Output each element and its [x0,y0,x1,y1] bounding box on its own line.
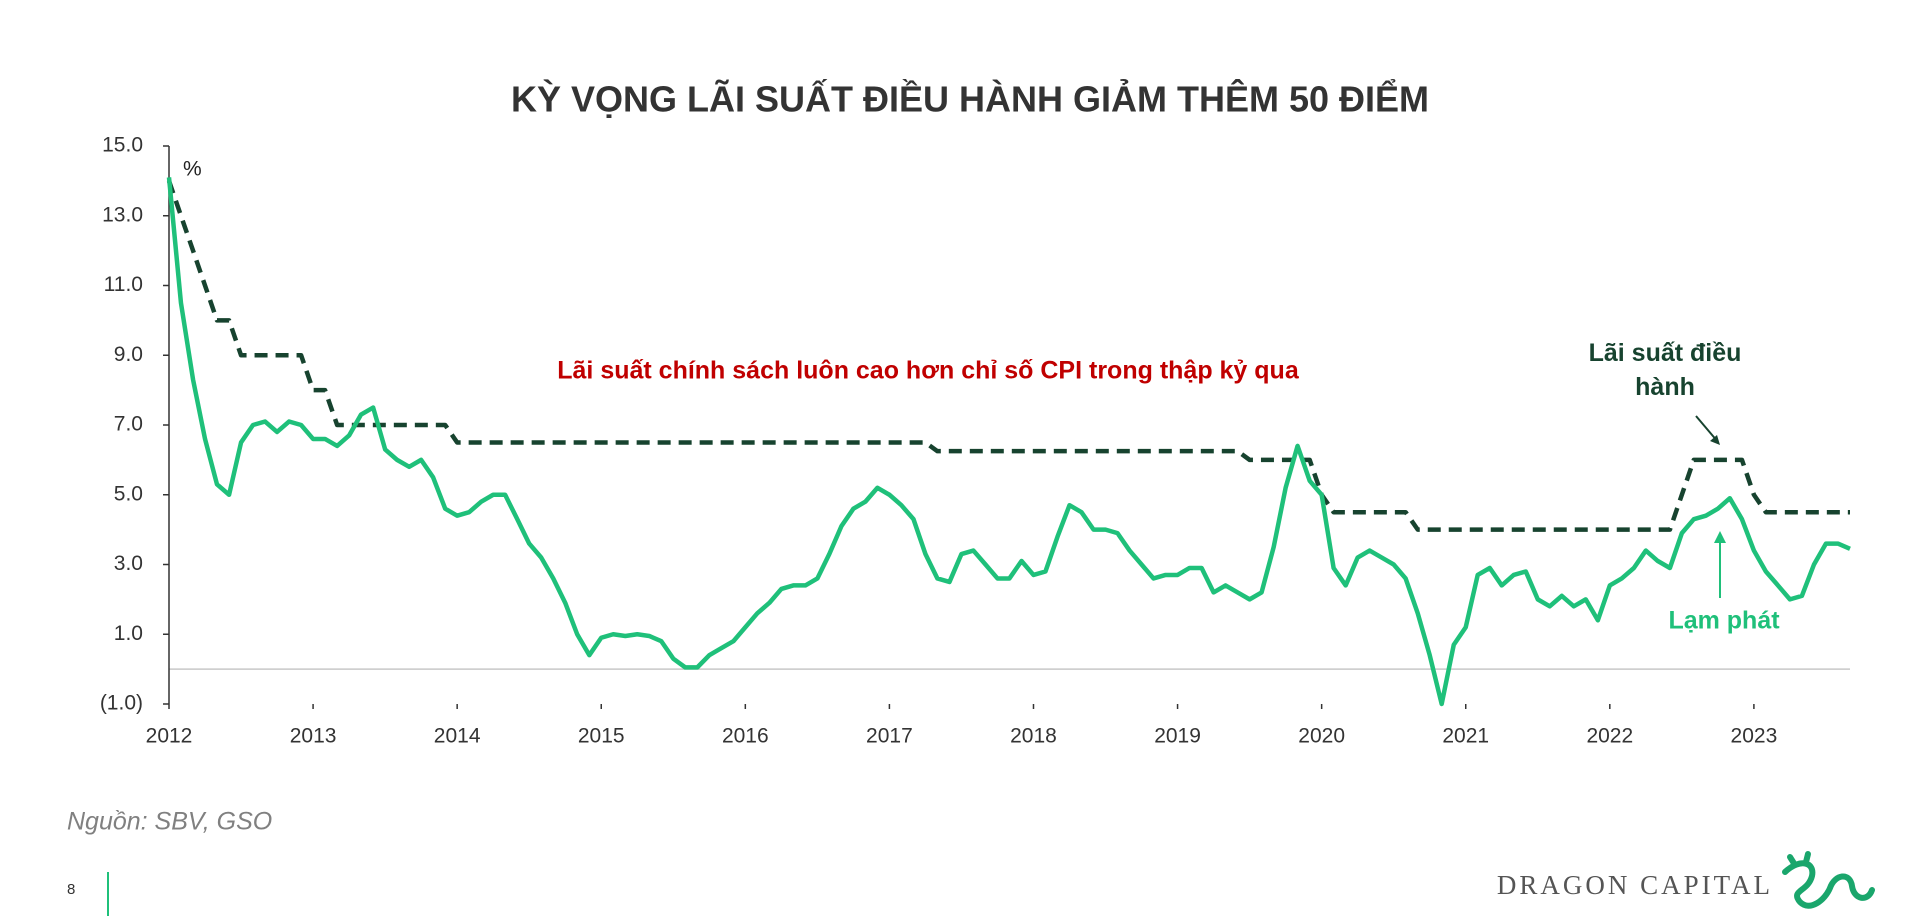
x-tick-label: 2022 [1586,725,1633,748]
y-tick-label: 13.0 [102,203,143,226]
x-tick-label: 2015 [578,725,625,748]
x-tick-label: 2014 [434,725,481,748]
annotation: Lãi suất chính sách luôn cao hơn chỉ số … [557,357,1300,385]
x-tick-label: 2018 [1010,725,1057,748]
x-tick-label: 2016 [722,725,769,748]
arrow-head [1710,435,1720,445]
y-tick-label: (1.0) [100,692,143,715]
y-tick-label: 1.0 [114,622,143,645]
brand: DRAGON CAPITAL [1497,870,1773,900]
source: Nguồn: SBV, GSO [67,808,272,836]
x-tick-label: 2020 [1298,725,1345,748]
x-tick-label: 2013 [290,725,337,748]
page-number: 8 [67,881,75,898]
arrow-head [1714,531,1726,543]
y-tick-label: 5.0 [114,482,143,505]
y-tick-label: 3.0 [114,552,143,575]
x-tick-label: 2017 [866,725,913,748]
y-tick-label: 11.0 [104,273,143,296]
series-line [166,177,1851,707]
logo [1782,851,1875,909]
y-tick-label: 7.0 [114,413,143,436]
x-tick-label: 2021 [1442,725,1489,748]
y-unit: % [183,158,202,181]
chart-title: KỲ VỌNG LÃI SUẤT ĐIỀU HÀNH GIẢM THÊM 50 … [511,78,1429,120]
x-tick-label: 2012 [146,725,193,748]
x-tick-label: 2019 [1154,725,1201,748]
y-tick-label: 15.0 [102,134,143,157]
series-label: Lạm phát [1668,607,1780,635]
series-label: Lãi suất điều hành [1588,339,1742,401]
y-tick-label: 9.0 [114,343,143,366]
x-tick-label: 2023 [1731,725,1778,748]
